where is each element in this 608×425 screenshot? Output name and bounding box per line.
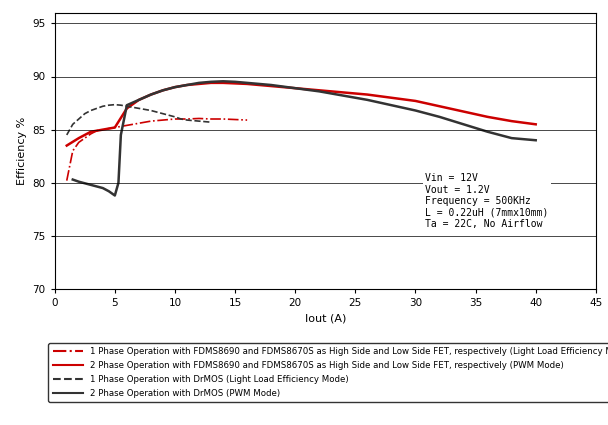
Text: Vin = 12V
Vout = 1.2V
Frequency = 500KHz
L = 0.22uH (7mmx10mm)
Ta = 22C, No Airf: Vin = 12V Vout = 1.2V Frequency = 500KHz… [426, 173, 549, 230]
X-axis label: Iout (A): Iout (A) [305, 314, 346, 323]
Legend: 1 Phase Operation with FDMS8690 and FDMS8670S as High Side and Low Side FET, res: 1 Phase Operation with FDMS8690 and FDMS… [48, 343, 608, 402]
Y-axis label: Efficiency %: Efficiency % [17, 117, 27, 185]
